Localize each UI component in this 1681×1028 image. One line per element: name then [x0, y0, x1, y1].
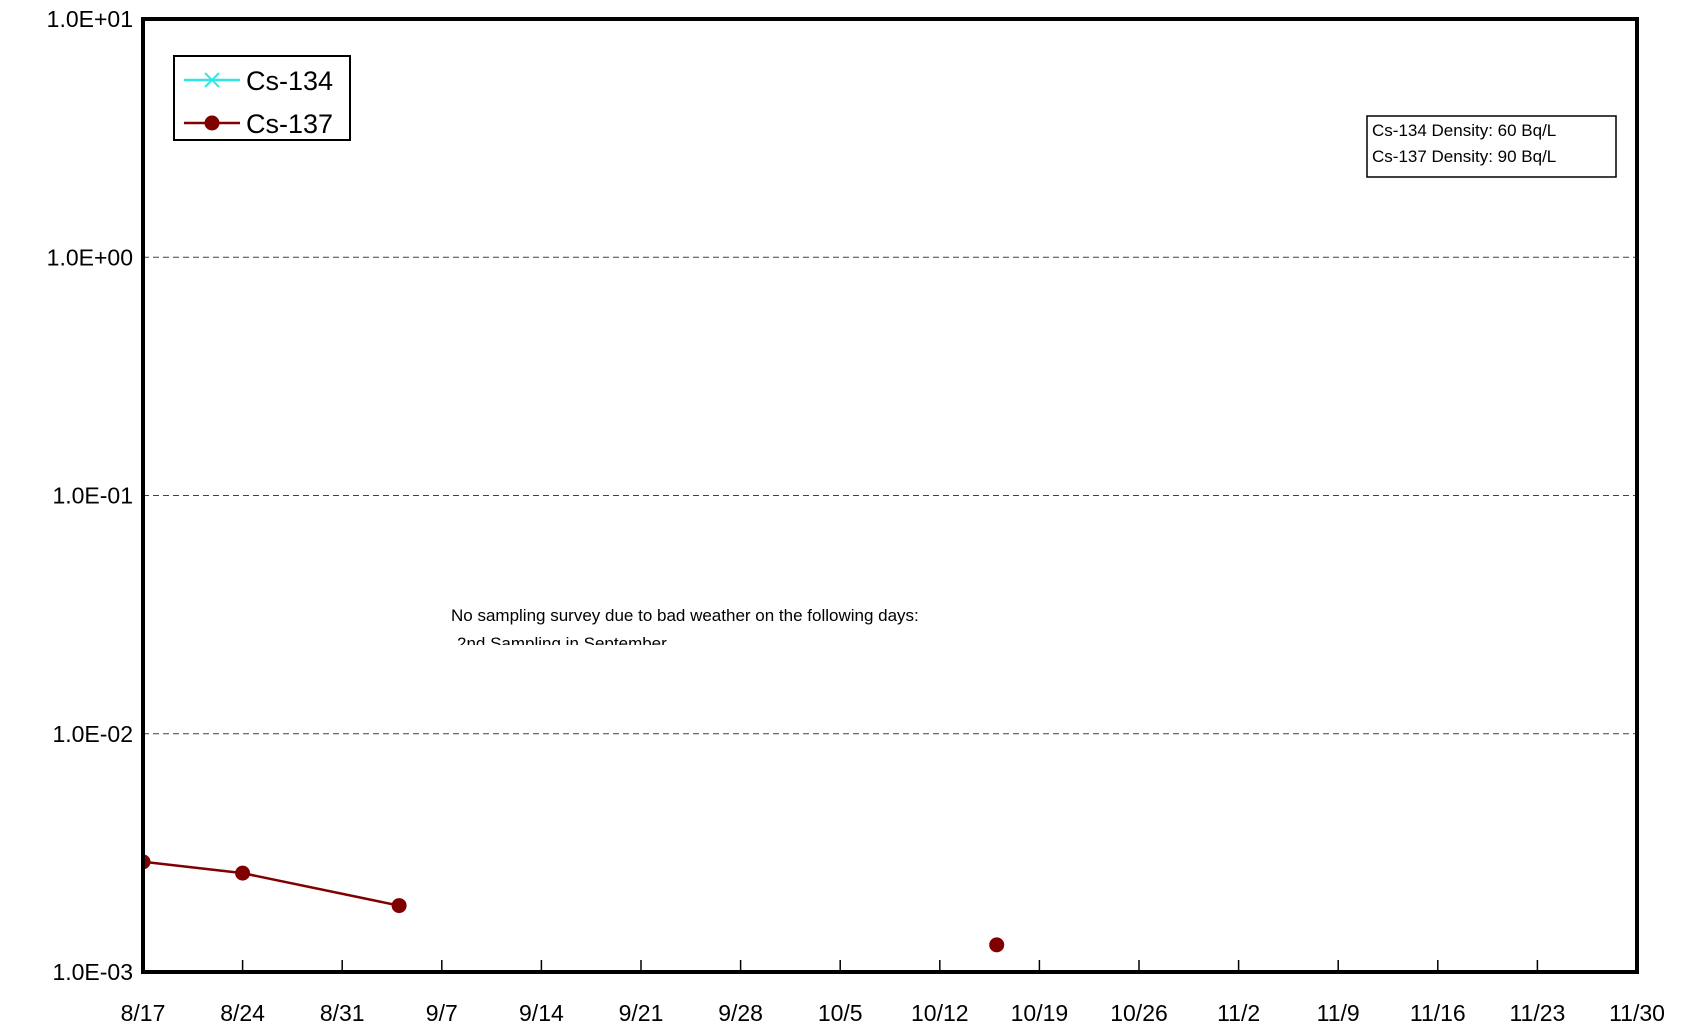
x-tick-label: 11/23 [1509, 1000, 1565, 1026]
legend-entry: Cs-137 [184, 109, 333, 139]
info-box-frame [1366, 115, 1617, 178]
data-point [989, 937, 1005, 953]
x-tick-label: 11/30 [1609, 1000, 1665, 1026]
note-line: No sampling survey due to bad weather on… [451, 606, 919, 625]
x-tick-label: 8/31 [320, 1000, 365, 1026]
x-tick-label: 9/14 [519, 1000, 564, 1026]
x-tick-label: 8/24 [220, 1000, 265, 1026]
series-line [143, 860, 400, 907]
note-line: 2nd Sampling in September [457, 634, 667, 653]
series-layer [143, 854, 1005, 953]
info-box-line: Cs-134 Density: 60 Bq/L [1372, 121, 1556, 140]
y-tick-labels: 1.0E+01 1.0E+00 1.0E-01 1.0E-02 1.0E-03 [47, 6, 133, 985]
legend: Cs-134 Cs-137 [173, 55, 351, 141]
x-tick-label: 11/9 [1317, 1000, 1360, 1026]
x-tick-label: 8/17 [121, 1000, 166, 1026]
series-cs-137 [143, 854, 1005, 953]
x-tick-label: 10/19 [1011, 1000, 1069, 1026]
x-tick-labels: 8/17 8/24 8/31 9/7 9/14 9/21 9/28 10/5 10/12 10/1… [121, 1000, 1665, 1026]
legend-marker [204, 115, 220, 131]
density-info-box: Cs-134 Density: 60 Bq/L Cs-137 Density: 9… [1366, 115, 1617, 178]
x-tick-label: 11/2 [1217, 1000, 1260, 1026]
x-tick-label: 10/12 [911, 1000, 969, 1026]
info-box-line: Cs-137 Density: 90 Bq/L [1372, 147, 1556, 166]
y-tick-label: 1.0E-03 [52, 959, 133, 985]
legend-box [173, 55, 351, 141]
grid-lines [143, 256, 1637, 735]
y-tick-label: 1.0E-01 [52, 483, 133, 509]
legend-label: Cs-134 [246, 66, 333, 96]
x-tick-label: 9/28 [718, 1000, 763, 1026]
data-point [391, 898, 407, 914]
x-tick-label: 10/5 [818, 1000, 863, 1026]
legend-label: Cs-137 [246, 109, 333, 139]
x-tick-label: 10/26 [1110, 1000, 1168, 1026]
sampling-note: No sampling survey due to bad weather on… [451, 606, 919, 653]
legend-entry: Cs-134 [184, 66, 333, 96]
data-point [235, 865, 251, 881]
x-tick-label: 11/16 [1410, 1000, 1466, 1026]
y-tick-label: 1.0E-02 [52, 721, 133, 747]
x-tick-label: 9/7 [426, 1000, 458, 1026]
plot-area-frame [141, 17, 1639, 974]
y-tick-label: 1.0E+01 [47, 6, 133, 32]
x-tick-label: 9/21 [619, 1000, 664, 1026]
legend-marker [204, 72, 220, 88]
y-tick-label: 1.0E+00 [47, 244, 133, 270]
